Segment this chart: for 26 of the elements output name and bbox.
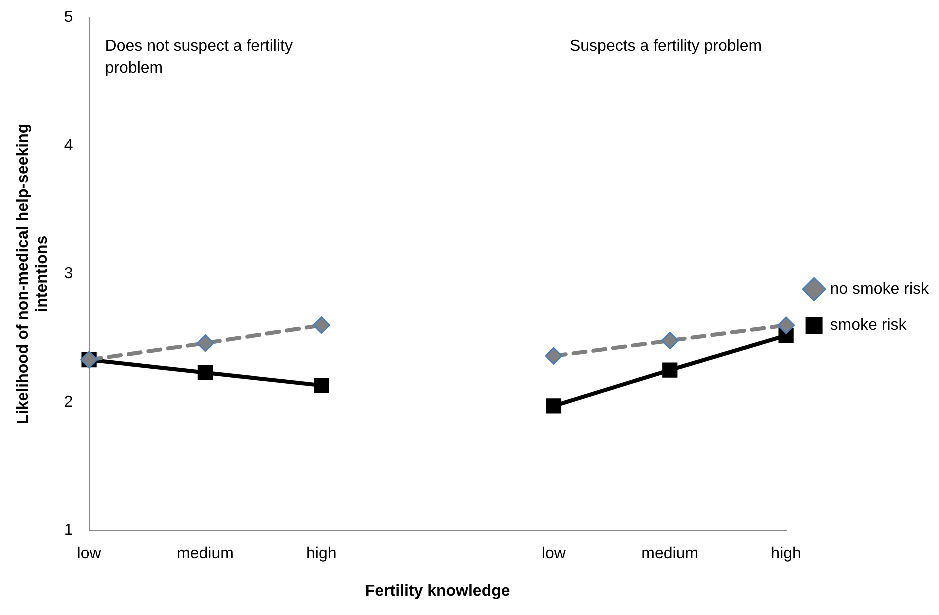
point	[314, 378, 330, 394]
legend-label: no smoke risk	[830, 280, 930, 298]
point	[661, 332, 679, 350]
point	[778, 316, 796, 334]
y-tick-label: 1	[64, 522, 74, 540]
x-tick-label: low	[77, 546, 102, 563]
annotation: Suspects a fertility problem	[570, 36, 764, 57]
point	[546, 398, 562, 414]
y-tick-label: 4	[64, 137, 74, 154]
x-axis-title: Fertility knowledge	[365, 582, 510, 600]
y-tick-label: 2	[64, 394, 74, 411]
x-tick-label: high	[306, 546, 337, 563]
point	[196, 334, 214, 352]
y-tick-label: 5	[64, 9, 74, 26]
x-tick-label: medium	[642, 546, 699, 563]
x-tick-label: high	[771, 546, 802, 563]
point	[312, 316, 330, 334]
x-tick-label: medium	[177, 546, 234, 563]
point	[198, 365, 214, 380]
annotation: Does not suspect a fertility problem	[105, 36, 294, 79]
x-tick-label: low	[542, 546, 566, 563]
point	[662, 362, 678, 378]
point	[545, 347, 563, 365]
y-axis-title: Likelihood of non-medical help-seeking intentions	[15, 124, 52, 424]
y-tick-label: 3	[64, 266, 74, 283]
legend-label: smoke risk	[830, 316, 908, 334]
